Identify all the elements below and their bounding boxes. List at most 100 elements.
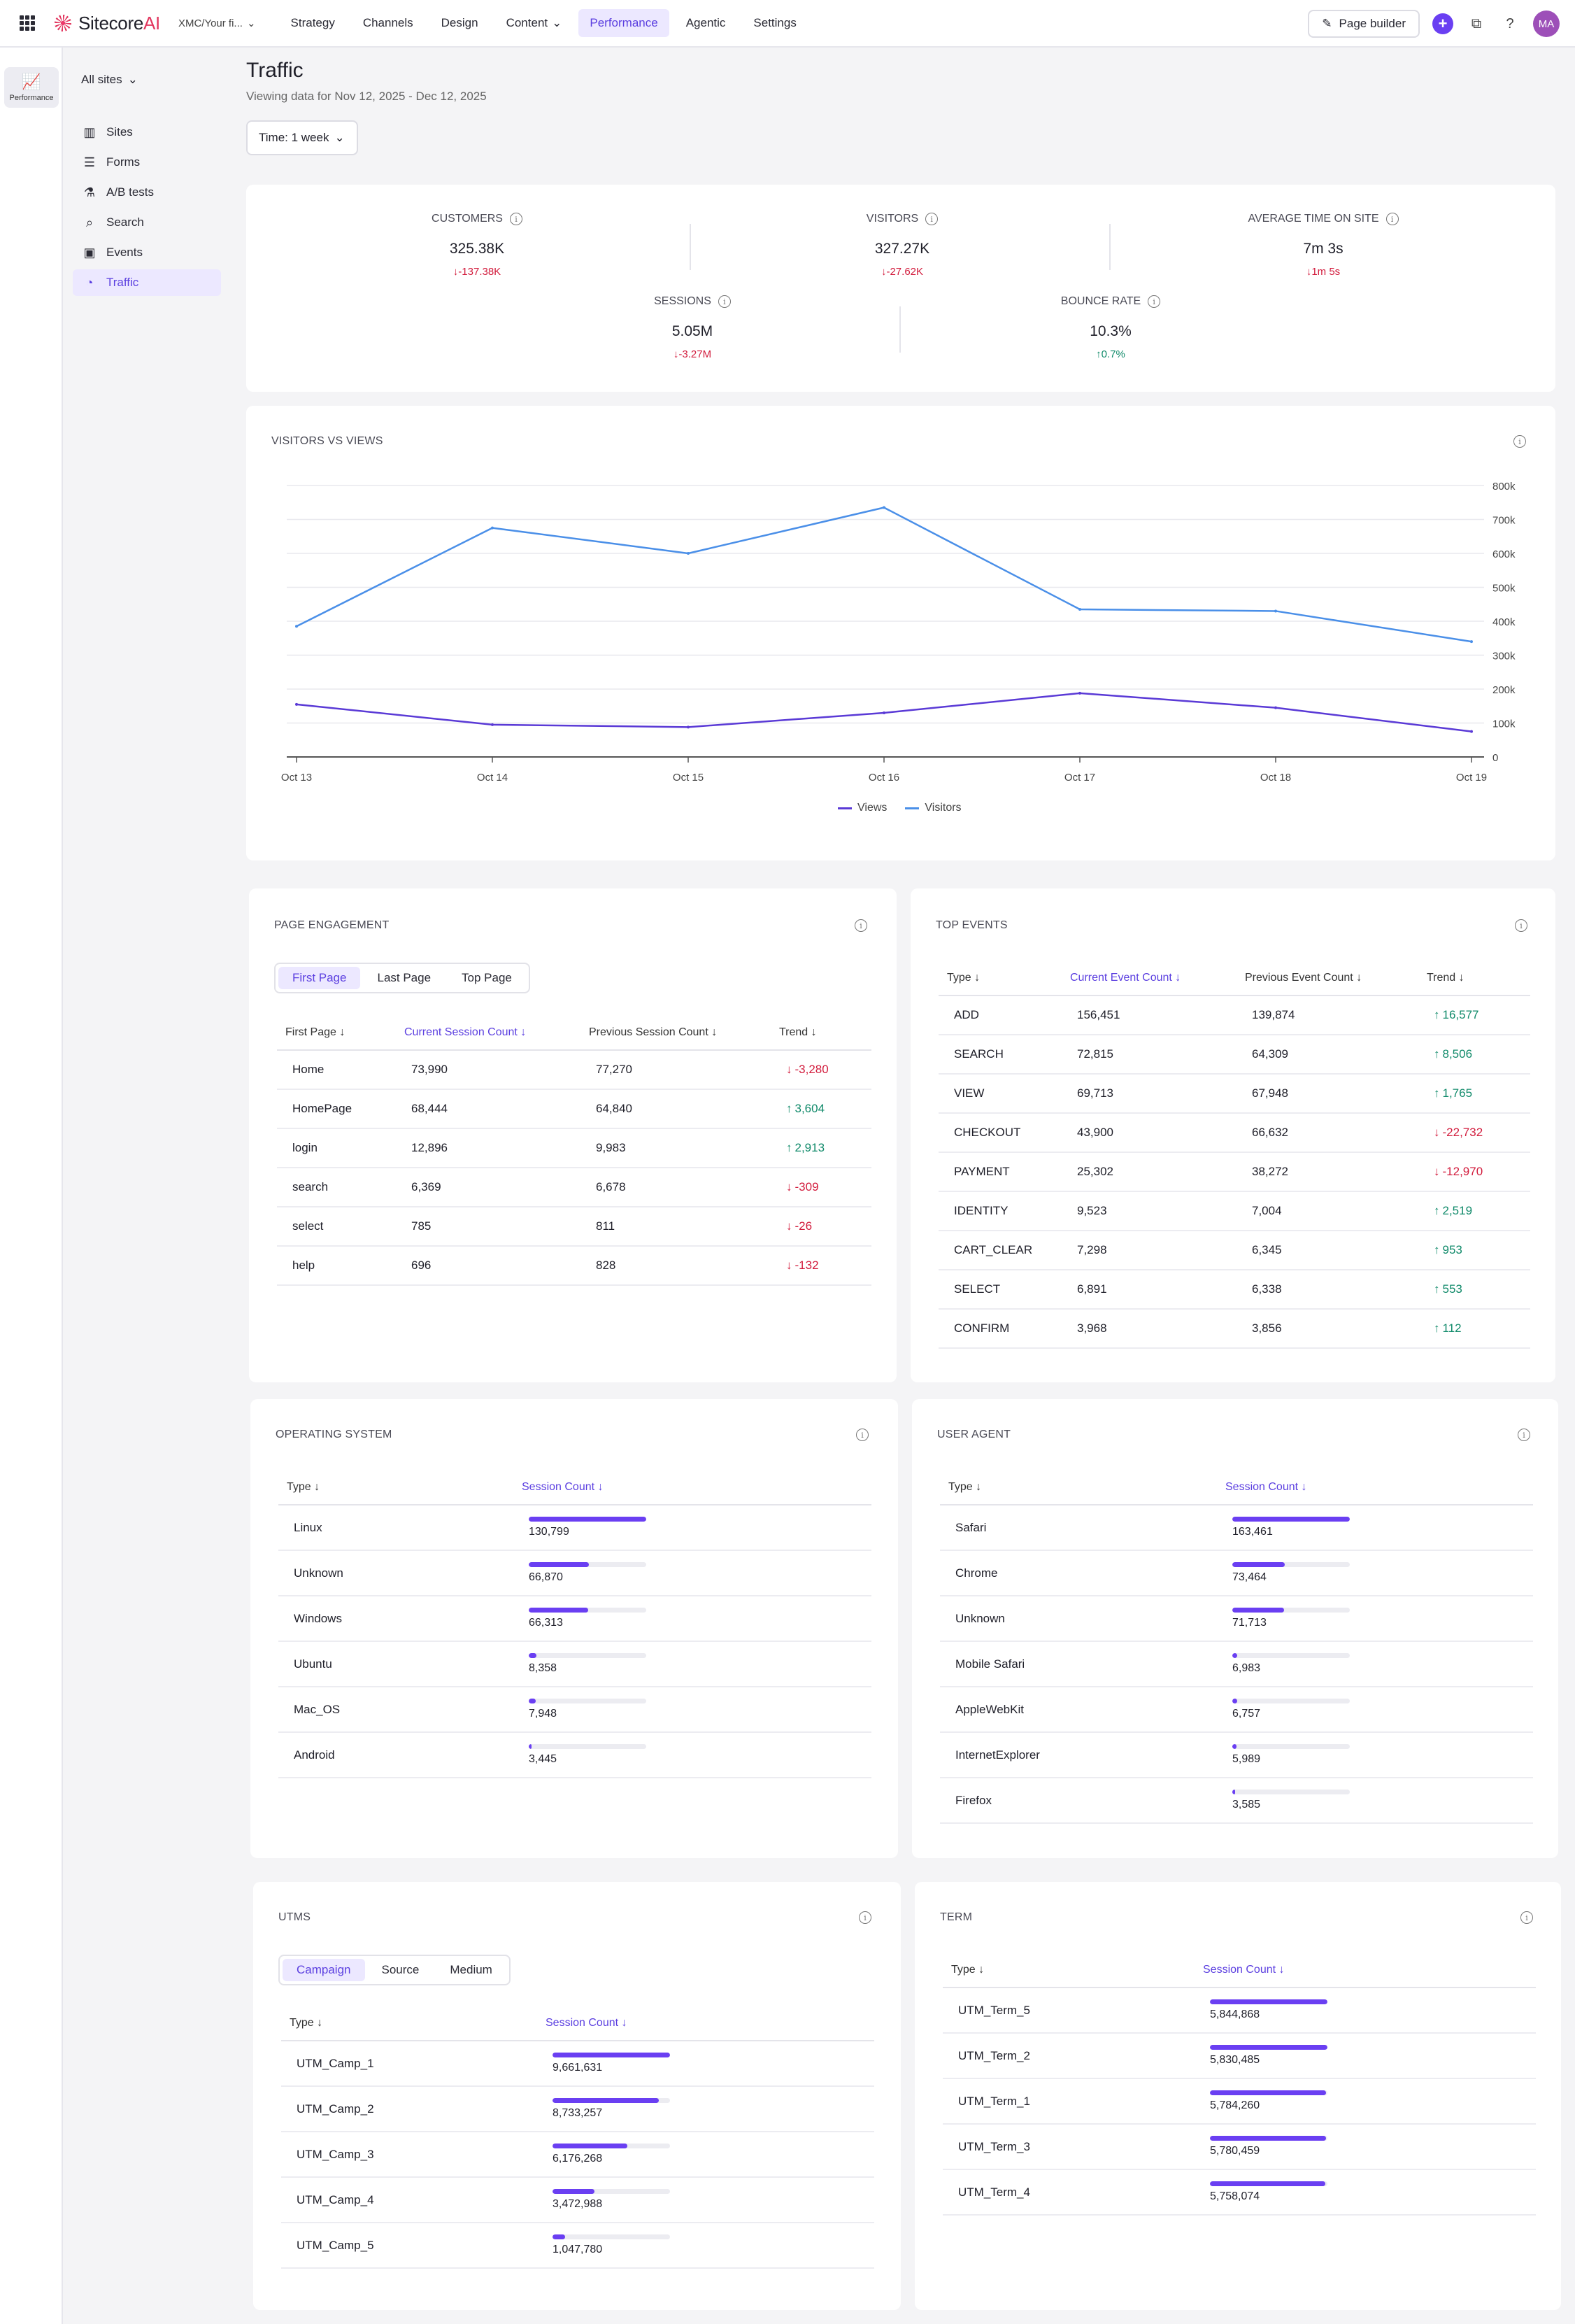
table-row[interactable]: AppleWebKit 6,757 [940, 1687, 1533, 1733]
table-row[interactable]: HomePage 68,444 64,840 ↑ 3,604 [277, 1090, 871, 1129]
info-icon[interactable]: i [856, 1429, 869, 1441]
table-row[interactable]: Windows 66,313 [278, 1596, 871, 1642]
table-row[interactable]: search 6,369 6,678 ↓ -309 [277, 1168, 871, 1207]
column-header[interactable]: Type ↓ [281, 2017, 537, 2029]
logo[interactable]: SitecoreAI [55, 13, 160, 34]
nav-item-content[interactable]: Content ⌄ [495, 9, 573, 37]
data-point-views[interactable] [1470, 730, 1473, 733]
rail-item-performance[interactable]: 📈 Performance [4, 67, 59, 108]
tab-campaign[interactable]: Campaign [283, 1959, 365, 1981]
table-row[interactable]: UTM_Term_2 5,830,485 [943, 2034, 1536, 2079]
table-row[interactable]: Ubuntu 8,358 [278, 1642, 871, 1687]
nav-item-design[interactable]: Design [430, 9, 490, 37]
data-point-visitors[interactable] [687, 552, 690, 555]
info-icon[interactable]: i [509, 213, 522, 225]
table-row[interactable]: SEARCH 72,815 64,309 ↑ 8,506 [939, 1035, 1530, 1075]
table-row[interactable]: Firefox 3,585 [940, 1778, 1533, 1824]
info-icon[interactable]: i [1518, 1429, 1530, 1441]
sidebar-item-traffic[interactable]: ◔ Traffic [73, 269, 221, 296]
column-header[interactable]: Type ↓ [943, 1964, 1195, 1976]
sidebar-item-search[interactable]: ⌕ Search [73, 209, 221, 236]
data-point-views[interactable] [295, 702, 298, 706]
sidebar-item-forms[interactable]: ☰ Forms [73, 149, 221, 176]
column-header[interactable]: First Page ↓ [277, 1026, 396, 1039]
column-header[interactable]: Session Count ↓ [1195, 1964, 1536, 1976]
column-header[interactable]: Type ↓ [940, 1481, 1217, 1494]
table-row[interactable]: UTM_Term_3 5,780,459 [943, 2125, 1536, 2170]
avatar[interactable]: MA [1533, 10, 1560, 37]
tab-medium[interactable]: Medium [450, 1963, 492, 1976]
table-row[interactable]: CHECKOUT 43,900 66,632 ↓ -22,732 [939, 1114, 1530, 1153]
create-icon[interactable]: + [1432, 13, 1453, 34]
tab-top-page[interactable]: Top Page [462, 971, 512, 984]
data-point-views[interactable] [1274, 706, 1277, 709]
table-row[interactable]: Mobile Safari 6,983 [940, 1642, 1533, 1687]
column-header[interactable]: Previous Session Count ↓ [580, 1026, 771, 1039]
table-row[interactable]: UTM_Camp_2 8,733,257 [281, 2087, 874, 2132]
info-icon[interactable]: i [1520, 1911, 1533, 1924]
table-row[interactable]: Linux 130,799 [278, 1505, 871, 1551]
nav-item-channels[interactable]: Channels [352, 9, 425, 37]
column-header[interactable]: Trend ↓ [1418, 972, 1530, 984]
tab-last-page[interactable]: Last Page [377, 971, 432, 984]
table-row[interactable]: UTM_Camp_5 1,047,780 [281, 2223, 874, 2269]
table-row[interactable]: PAYMENT 25,302 38,272 ↓ -12,970 [939, 1153, 1530, 1192]
info-icon[interactable]: i [1385, 213, 1399, 225]
table-row[interactable]: CONFIRM 3,968 3,856 ↑ 112 [939, 1310, 1530, 1349]
column-header[interactable]: Session Count ↓ [1217, 1481, 1533, 1494]
nav-item-agentic[interactable]: Agentic [675, 9, 737, 37]
data-point-visitors[interactable] [1470, 640, 1473, 644]
table-row[interactable]: Safari 163,461 [940, 1505, 1533, 1551]
site-switcher[interactable]: XMC/Your fi... ⌄ [178, 17, 256, 30]
column-header[interactable]: Current Event Count ↓ [1062, 972, 1237, 984]
table-row[interactable]: Unknown 71,713 [940, 1596, 1533, 1642]
sidebar-item-a-b-tests[interactable]: ⚗ A/B tests [73, 179, 221, 206]
column-header[interactable]: Session Count ↓ [537, 2017, 874, 2029]
table-row[interactable]: UTM_Camp_3 6,176,268 [281, 2132, 874, 2178]
nav-item-strategy[interactable]: Strategy [280, 9, 346, 37]
table-row[interactable]: UTM_Term_1 5,784,260 [943, 2079, 1536, 2125]
tab-first-page[interactable]: First Page [278, 967, 361, 989]
info-icon[interactable]: i [859, 1911, 871, 1924]
legend-item-visitors[interactable]: Visitors [905, 802, 962, 814]
table-row[interactable]: select 785 811 ↓ -26 [277, 1207, 871, 1247]
info-icon[interactable]: i [1515, 919, 1527, 932]
table-row[interactable]: help 696 828 ↓ -132 [277, 1247, 871, 1286]
data-point-views[interactable] [687, 725, 690, 729]
table-row[interactable]: UTM_Term_5 5,844,868 [943, 1988, 1536, 2034]
table-row[interactable]: Chrome 73,464 [940, 1551, 1533, 1596]
info-icon[interactable]: i [1148, 295, 1161, 308]
sidebar-item-sites[interactable]: ▥ Sites [73, 119, 221, 146]
info-icon[interactable]: i [718, 295, 731, 308]
table-row[interactable]: Android 3,445 [278, 1733, 871, 1778]
table-row[interactable]: ADD 156,451 139,874 ↑ 16,577 [939, 996, 1530, 1035]
all-sites-dropdown[interactable]: All sites ⌄ [81, 73, 138, 87]
data-point-visitors[interactable] [491, 526, 494, 530]
app-grid-icon[interactable] [20, 15, 35, 31]
table-row[interactable]: UTM_Camp_4 3,472,988 [281, 2178, 874, 2223]
help-icon[interactable]: ? [1506, 15, 1514, 31]
info-icon[interactable]: i [925, 213, 939, 225]
table-row[interactable]: UTM_Term_4 5,758,074 [943, 2170, 1536, 2216]
table-row[interactable]: Mac_OS 7,948 [278, 1687, 871, 1733]
table-row[interactable]: CART_CLEAR 7,298 6,345 ↑ 953 [939, 1231, 1530, 1270]
data-point-visitors[interactable] [1274, 609, 1277, 613]
table-row[interactable]: Unknown 66,870 [278, 1551, 871, 1596]
legend-item-views[interactable]: Views [838, 802, 887, 814]
table-row[interactable]: IDENTITY 9,523 7,004 ↑ 2,519 [939, 1192, 1530, 1231]
tab-source[interactable]: Source [381, 1963, 420, 1976]
data-point-views[interactable] [1078, 691, 1081, 695]
data-point-views[interactable] [491, 723, 494, 726]
data-point-visitors[interactable] [883, 506, 885, 509]
sidebar-item-events[interactable]: ▣ Events [73, 239, 221, 266]
table-row[interactable]: login 12,896 9,983 ↑ 2,913 [277, 1129, 871, 1168]
page-builder-button[interactable]: ✎ Page builder [1308, 10, 1420, 38]
data-point-views[interactable] [883, 711, 885, 714]
info-icon[interactable]: i [855, 919, 867, 932]
nav-item-performance[interactable]: Performance [578, 9, 669, 37]
data-point-visitors[interactable] [1078, 608, 1081, 611]
column-header[interactable]: Current Session Count ↓ [396, 1026, 580, 1039]
table-row[interactable]: Home 73,990 77,270 ↓ -3,280 [277, 1051, 871, 1090]
table-row[interactable]: InternetExplorer 5,989 [940, 1733, 1533, 1778]
column-header[interactable]: Trend ↓ [771, 1026, 871, 1039]
